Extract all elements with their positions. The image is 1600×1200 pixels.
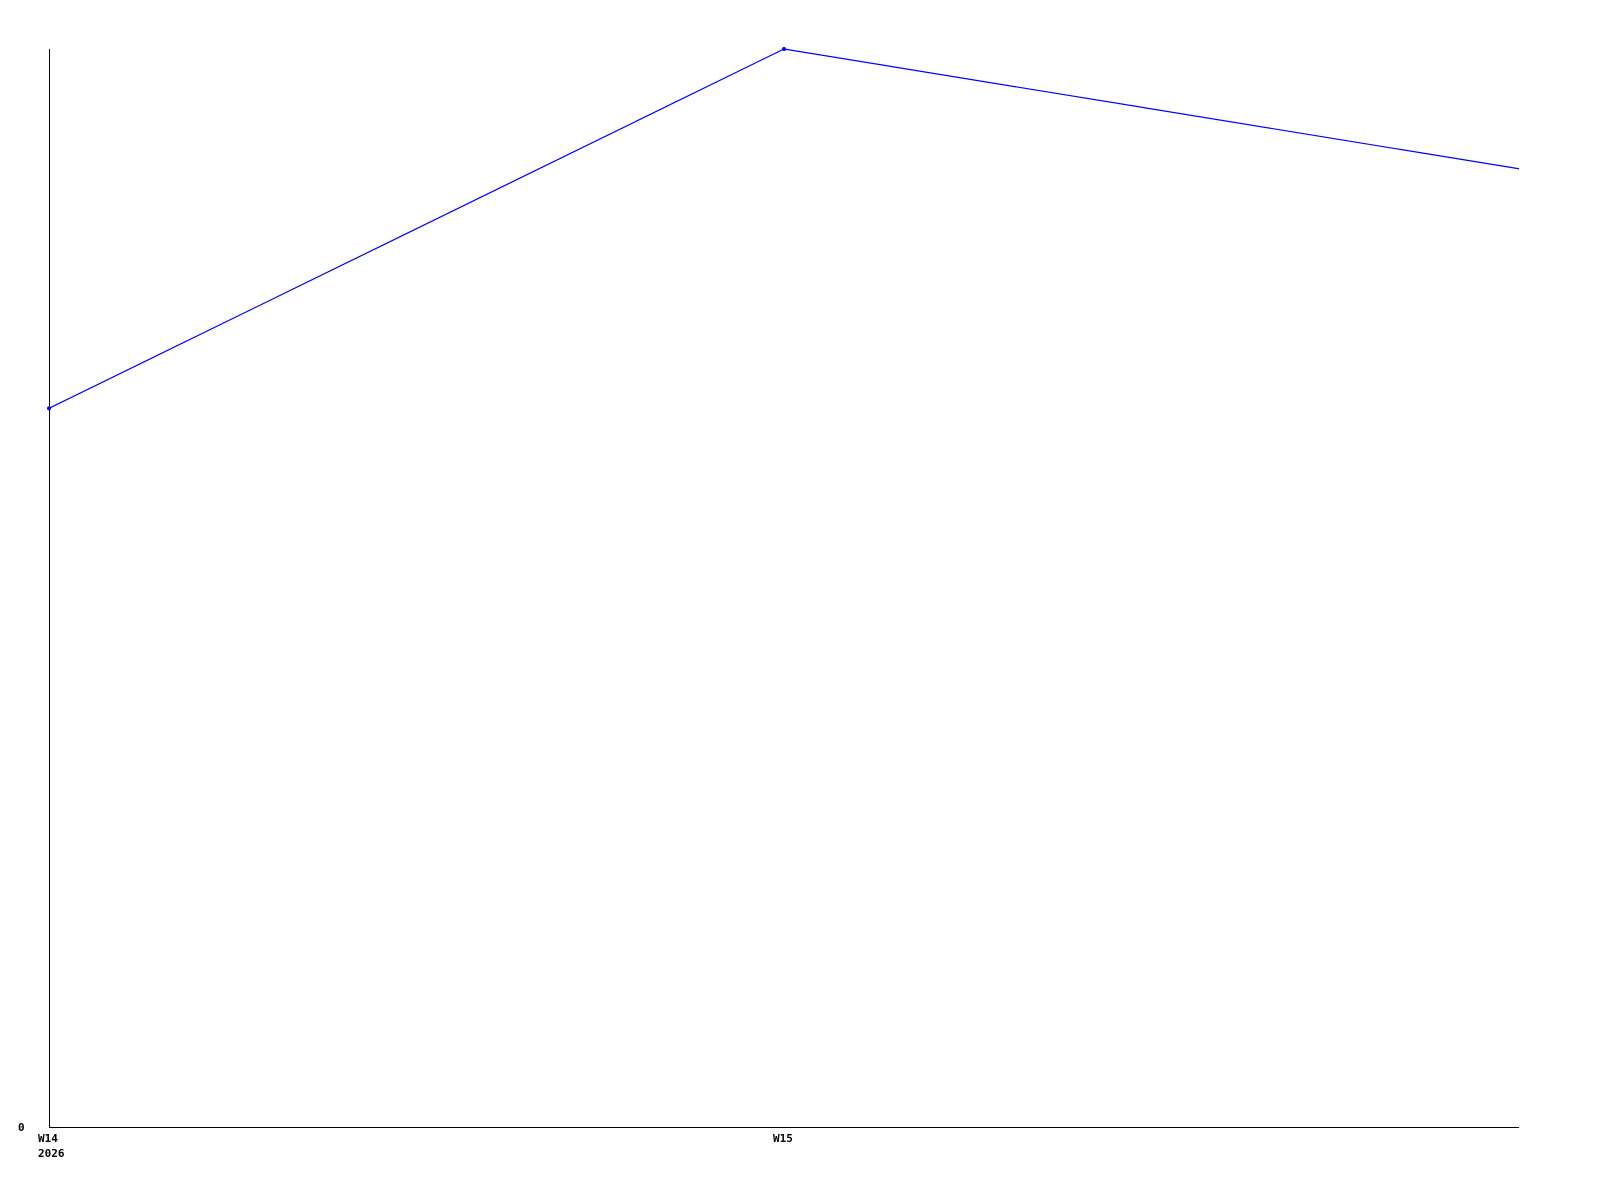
axes bbox=[49, 49, 1519, 1128]
x-tick-label: W14 bbox=[38, 1132, 58, 1145]
y-tick-label: 0 bbox=[18, 1121, 25, 1134]
tick-labels: 0 W14 2026 W15 bbox=[18, 1121, 793, 1160]
series-group bbox=[47, 47, 1520, 411]
x-tick-label: W15 bbox=[773, 1132, 793, 1145]
data-point bbox=[47, 406, 51, 411]
series-line bbox=[48, 48, 1520, 409]
x-tick-sublabel: 2026 bbox=[38, 1147, 65, 1160]
data-point bbox=[782, 47, 786, 51]
